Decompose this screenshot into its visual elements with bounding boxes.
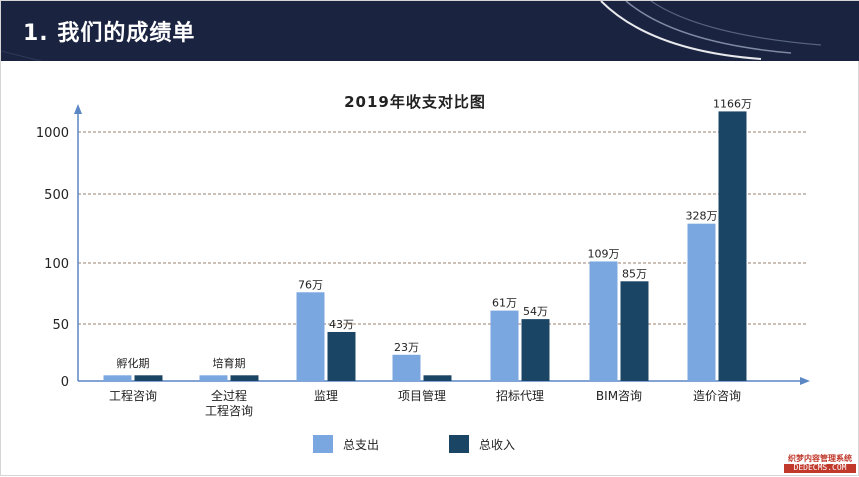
- bar-expense: [103, 375, 132, 381]
- legend-label: 总支出: [343, 438, 379, 452]
- watermark-cn: 织梦内容管理系统: [788, 454, 852, 464]
- x-tick-label: 全过程: [211, 388, 247, 403]
- legend-swatch: [449, 435, 469, 453]
- bar-income: [521, 319, 550, 381]
- bars: [103, 111, 747, 381]
- bar-income: [718, 111, 747, 381]
- bar-value-label: 109万: [588, 247, 620, 260]
- header-decoration: [1, 1, 822, 61]
- bar-income: [620, 281, 649, 381]
- x-tick-label: BIM咨询: [596, 388, 642, 403]
- x-tick-label: 监理: [314, 389, 338, 403]
- legend-label: 总收入: [479, 438, 515, 452]
- bar-expense: [392, 354, 421, 381]
- legend-swatch: [313, 435, 333, 453]
- bar-value-label: 54万: [523, 305, 548, 318]
- bar-value-label: 43万: [329, 318, 354, 331]
- bar-expense: [199, 375, 228, 381]
- bar-value-label: 328万: [686, 210, 718, 223]
- bar-income: [230, 375, 259, 381]
- y-tick-labels: 0 50 100 500 1000: [36, 126, 69, 390]
- bar-value-label: 23万: [394, 341, 419, 354]
- page-title: 1. 我们的成绩单: [23, 21, 196, 46]
- bar-value-label: 1166万: [713, 97, 752, 110]
- bar-expense: [296, 292, 325, 381]
- header-bar: 1. 我们的成绩单: [1, 1, 859, 61]
- x-tick-label: 工程咨询: [205, 403, 253, 418]
- legend: 总支出 总收入: [313, 435, 515, 453]
- x-tick-label: 项目管理: [398, 388, 446, 403]
- bar-expense: [687, 223, 716, 381]
- chart-grid: [78, 131, 806, 325]
- bar-value-label: 61万: [492, 297, 517, 310]
- y-tick-label: 50: [52, 318, 69, 333]
- y-tick-label: 100: [44, 257, 69, 272]
- bar-expense: [490, 310, 519, 381]
- y-tick-label: 0: [61, 375, 69, 390]
- category-stage-label: 孵化期: [117, 356, 150, 370]
- watermark-en: DEDECMS.COM: [784, 463, 856, 473]
- y-tick-label: 1000: [36, 126, 69, 141]
- x-tick-label: 招标代理: [496, 389, 544, 403]
- x-tick-label: 造价咨询: [693, 388, 741, 403]
- chart-title: 2019年收支对比图: [344, 93, 486, 111]
- bar-income: [134, 375, 163, 381]
- y-axis-arrow: [74, 104, 82, 114]
- x-axis-arrow: [800, 377, 810, 385]
- bar-expense: [589, 261, 618, 381]
- bar-income: [423, 375, 452, 381]
- bar-income: [327, 331, 356, 381]
- bar-value-label: 85万: [622, 267, 647, 280]
- x-tick-label: 工程咨询: [109, 388, 157, 403]
- watermark: 织梦内容管理系统 DEDECMS.COM: [784, 455, 856, 473]
- y-tick-label: 500: [44, 188, 69, 203]
- bar-value-label: 76万: [298, 278, 323, 291]
- category-stage-label: 培育期: [213, 356, 246, 370]
